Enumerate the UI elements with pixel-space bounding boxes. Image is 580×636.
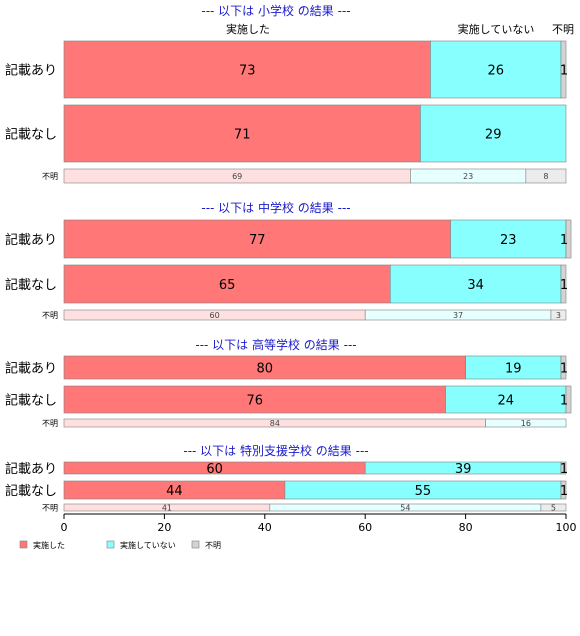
section-title: --- 以下は 高等学校 の結果 ---	[195, 337, 356, 352]
data-label: 60	[206, 462, 223, 477]
row-label: 記載なし	[5, 483, 57, 499]
data-label: 71	[234, 128, 251, 143]
section-title: --- 以下は 特別支援学校 の結果 ---	[183, 443, 368, 458]
data-label: 5	[551, 504, 556, 513]
data-label: 54	[400, 504, 410, 513]
data-label: 19	[505, 362, 522, 377]
bar-segment	[430, 40, 562, 99]
data-label: 55	[415, 484, 432, 499]
legend-swatch	[106, 540, 115, 549]
bar-segment	[560, 40, 567, 99]
row-label: 記載なし	[5, 127, 57, 143]
bar-segment	[525, 168, 567, 184]
data-label: 69	[232, 172, 242, 181]
data-label: 76	[246, 394, 263, 409]
row-label: 記載あり	[5, 232, 57, 248]
bar-segment	[540, 503, 567, 512]
bar-segment	[565, 385, 572, 414]
bar-segment	[560, 355, 567, 380]
bar-segment	[63, 264, 391, 304]
column-header-0: 実施した	[226, 22, 270, 36]
data-label: 23	[500, 233, 517, 248]
data-label: 1	[560, 233, 568, 248]
legend-swatch	[191, 540, 200, 549]
data-label: 65	[219, 278, 236, 293]
data-label: 44	[166, 484, 183, 499]
data-label: 80	[257, 362, 274, 377]
data-label: 16	[521, 419, 531, 428]
bar-segment	[560, 480, 567, 500]
column-header-2: 不明	[552, 23, 574, 36]
data-label: 1	[560, 64, 568, 79]
data-label: 1	[560, 462, 568, 477]
data-label: 84	[270, 419, 280, 428]
bar-segment	[550, 309, 567, 321]
data-label: 34	[467, 278, 484, 293]
bar-segment	[560, 461, 567, 475]
x-tick-label: 20	[157, 521, 171, 534]
bar-segment	[63, 219, 451, 259]
row-label: 不明	[42, 504, 58, 513]
bar-segment	[450, 219, 567, 259]
data-label: 60	[210, 311, 220, 320]
bar-segment	[445, 385, 567, 414]
data-label: 41	[162, 504, 172, 513]
section-title: --- 以下は 小学校 の結果 ---	[201, 3, 350, 18]
data-label: 1	[560, 484, 568, 499]
row-label: 記載あり	[5, 63, 57, 79]
row-label: 記載なし	[5, 393, 57, 409]
row-label: 記載あり	[5, 361, 57, 377]
bar-segment	[560, 264, 567, 304]
legend-label: 実施した	[33, 540, 65, 550]
bar-segment	[485, 418, 567, 428]
column-header-1: 実施していない	[458, 22, 535, 36]
data-label: 1	[560, 394, 568, 409]
data-label: 1	[560, 362, 568, 377]
x-tick-label: 40	[258, 521, 272, 534]
bar-segment	[565, 219, 572, 259]
bar-segment	[63, 385, 446, 414]
data-label: 73	[239, 64, 256, 79]
bar-segment	[420, 104, 567, 163]
row-label: 不明	[42, 311, 58, 320]
data-label: 26	[487, 64, 504, 79]
data-label: 77	[249, 233, 266, 248]
data-label: 8	[543, 172, 548, 181]
bar-segment	[389, 264, 562, 304]
section-title: --- 以下は 中学校 の結果 ---	[201, 200, 350, 215]
x-tick-label: 60	[358, 521, 372, 534]
x-tick-label: 100	[556, 521, 577, 534]
legend-label: 実施していない	[120, 540, 176, 550]
data-label: 29	[485, 128, 502, 143]
row-label: 記載なし	[5, 277, 57, 293]
legend-label: 不明	[205, 541, 221, 550]
row-label: 記載あり	[5, 461, 57, 477]
data-label: 1	[560, 278, 568, 293]
data-label: 39	[455, 462, 472, 477]
x-tick-label: 80	[459, 521, 473, 534]
bar-segment	[63, 40, 431, 99]
data-label: 23	[463, 172, 473, 181]
data-label: 37	[453, 311, 463, 320]
legend-swatch	[19, 540, 28, 549]
row-label: 不明	[42, 172, 58, 181]
row-label: 不明	[42, 419, 58, 428]
x-tick-label: 0	[61, 521, 68, 534]
data-label: 3	[556, 311, 561, 320]
data-label: 24	[497, 394, 514, 409]
